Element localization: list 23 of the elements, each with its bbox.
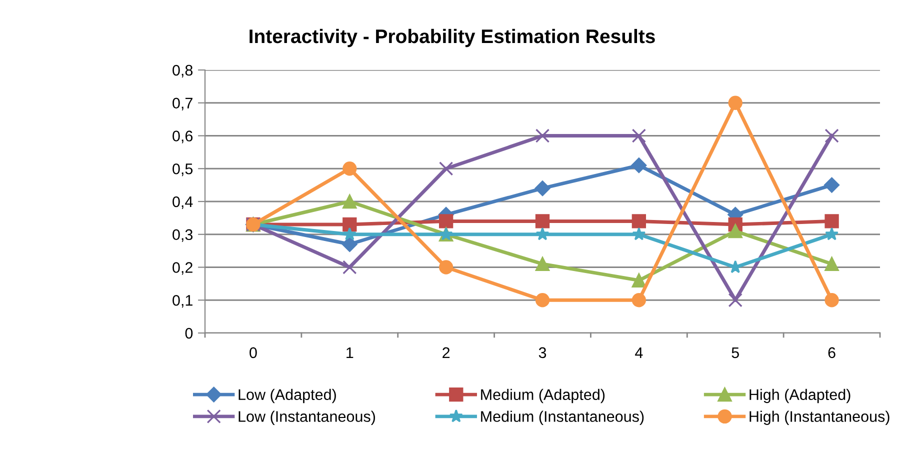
x-tick-label: 1 xyxy=(346,347,354,358)
y-tick-label: 0,7 xyxy=(172,98,192,110)
x-tick-label: 3 xyxy=(538,347,546,358)
legend-label: High (Adapted) xyxy=(750,388,850,404)
legend-label: Low (Adapted) xyxy=(238,388,336,404)
y-tick-label: 0,5 xyxy=(172,163,193,176)
y-tick-label: 0 xyxy=(185,328,193,339)
x-tick-label: 0 xyxy=(250,347,257,358)
x-tick-label: 6 xyxy=(828,347,836,358)
y-tick-label: 0,1 xyxy=(172,294,192,308)
chart-title: Interactivity - Probability Estimation Results xyxy=(250,28,655,48)
x-tick-label: 2 xyxy=(442,347,450,358)
legend-label: High (Instantaneous) xyxy=(750,410,890,425)
legend-label: Low (Instantaneous) xyxy=(238,410,375,425)
y-tick-label: 0,3 xyxy=(172,229,193,242)
legend-label: Medium (Instantaneous) xyxy=(481,410,644,425)
x-tick-label: 5 xyxy=(732,347,739,358)
y-tick-label: 0,4 xyxy=(172,196,193,209)
y-tick-label: 0,6 xyxy=(172,130,193,144)
legend-label: Medium (Adapted) xyxy=(481,388,605,404)
x-tick-label: 4 xyxy=(635,347,643,358)
y-tick-label: 0,2 xyxy=(172,262,192,275)
y-tick-label: 0,8 xyxy=(172,64,193,78)
